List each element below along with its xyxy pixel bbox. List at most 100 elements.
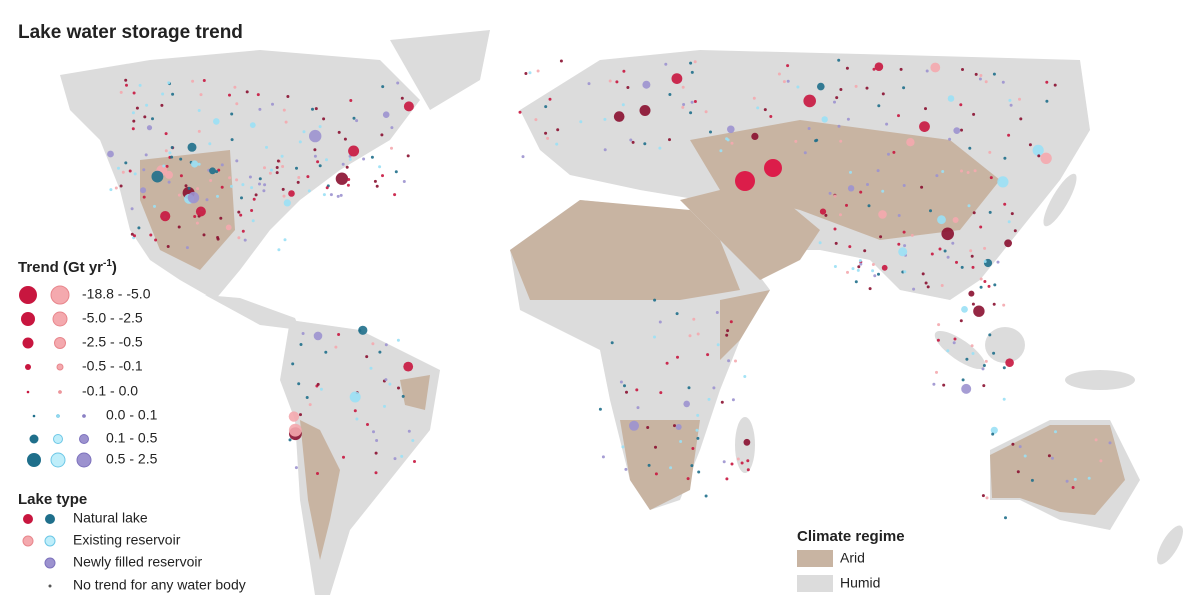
lake-dot: [818, 241, 822, 245]
lake-dot: [865, 86, 869, 90]
lake-dot: [235, 159, 239, 163]
lake-dot: [325, 158, 328, 162]
lake-dot: [1003, 156, 1007, 160]
lake-dot: [952, 217, 959, 223]
lake-dot: [373, 179, 377, 183]
lake-dot: [777, 72, 781, 76]
lake-dot: [132, 119, 136, 123]
lake-dot: [369, 366, 373, 370]
lake-dot: [1002, 303, 1006, 307]
lake-dot: [868, 287, 872, 291]
lake-dot: [1013, 229, 1017, 233]
legend-marker: [45, 514, 55, 524]
lake-dot: [276, 159, 280, 163]
lake-type-item: Newly filled reservoir: [73, 554, 202, 570]
lake-dot: [693, 100, 697, 103]
lake-dot: [316, 472, 319, 475]
lake-dot: [849, 170, 852, 174]
lake-dot: [161, 92, 165, 96]
lake-dot: [731, 398, 735, 402]
lake-dot: [664, 62, 668, 66]
lake-type-title: Lake type: [18, 491, 87, 508]
lake-dot: [314, 107, 318, 111]
lake-dot: [854, 280, 858, 284]
lake-dot: [524, 72, 528, 75]
lake-dot: [814, 139, 818, 143]
lake-dot: [167, 81, 171, 85]
lake-dot: [983, 280, 987, 283]
lake-dot: [390, 126, 394, 130]
lake-dot: [979, 74, 983, 77]
new-zealand: [1157, 525, 1183, 565]
lake-dot: [654, 472, 658, 476]
lake-dot: [1004, 239, 1012, 248]
lake-dot: [544, 131, 548, 135]
lake-dot: [249, 122, 256, 128]
lake-dot: [381, 85, 385, 89]
lake-dot: [263, 183, 267, 187]
lake-dot: [681, 105, 685, 109]
lake-dot: [297, 382, 301, 386]
lake-dot: [534, 118, 538, 122]
lake-dots: [107, 58, 1112, 520]
lake-dot: [929, 209, 932, 213]
lake-dot: [170, 155, 174, 159]
lake-dot: [676, 355, 679, 359]
legend-marker: [50, 452, 66, 468]
lake-dot: [324, 350, 328, 354]
lake-dot: [646, 426, 650, 429]
lake-dot: [202, 233, 206, 237]
lake-dot: [352, 116, 356, 120]
lake-dot: [874, 62, 884, 71]
lake-dot: [349, 99, 353, 102]
lake-dot: [878, 210, 887, 219]
lake-dot: [972, 211, 976, 215]
legend-title-end: ): [112, 259, 117, 276]
lake-dot: [654, 445, 657, 449]
lake-dot: [951, 241, 955, 245]
lake-dot: [375, 439, 379, 442]
lake-dot: [621, 445, 625, 449]
lake-dot: [195, 221, 199, 225]
lake-dot: [1045, 99, 1049, 103]
lake-dot: [166, 245, 170, 248]
lake-dot: [833, 265, 837, 268]
lake-dot: [898, 247, 908, 257]
lake-dot: [252, 197, 256, 201]
lake-dot: [216, 194, 219, 198]
lake-type-item: Existing reservoir: [73, 532, 181, 548]
north-america: [60, 50, 420, 300]
lake-dot: [669, 466, 673, 470]
lake-dot: [124, 78, 128, 82]
lake-dot: [990, 426, 998, 434]
lake-dot: [631, 140, 635, 144]
trend-class: -0.1 - 0.0: [82, 383, 138, 399]
lake-dot: [347, 178, 351, 181]
lake-dot: [984, 80, 988, 84]
lake-dot: [230, 184, 233, 188]
lake-dot: [225, 224, 232, 231]
lake-dot: [872, 67, 876, 71]
lake-dot: [854, 84, 858, 88]
lake-dot: [1019, 117, 1023, 121]
lake-dot: [358, 325, 368, 335]
lake-dot: [1073, 477, 1077, 481]
lake-dot: [406, 154, 410, 158]
lake-dot: [925, 69, 929, 73]
lake-dot: [615, 80, 619, 84]
lake-dot: [966, 171, 970, 174]
lake-dot: [953, 337, 957, 341]
lake-dot: [165, 164, 169, 168]
lake-dot: [668, 138, 671, 142]
lake-dot: [316, 382, 320, 386]
lake-dot: [270, 168, 273, 172]
lake-dot: [355, 119, 359, 123]
lake-dot: [275, 171, 279, 175]
lake-dot: [334, 345, 338, 349]
lake-dot: [378, 165, 382, 169]
lake-dot: [383, 404, 386, 408]
legend-title-sup: -1: [103, 258, 112, 269]
lake-dot: [867, 204, 871, 208]
lake-dot: [130, 232, 134, 236]
lake-dot: [1047, 454, 1051, 458]
